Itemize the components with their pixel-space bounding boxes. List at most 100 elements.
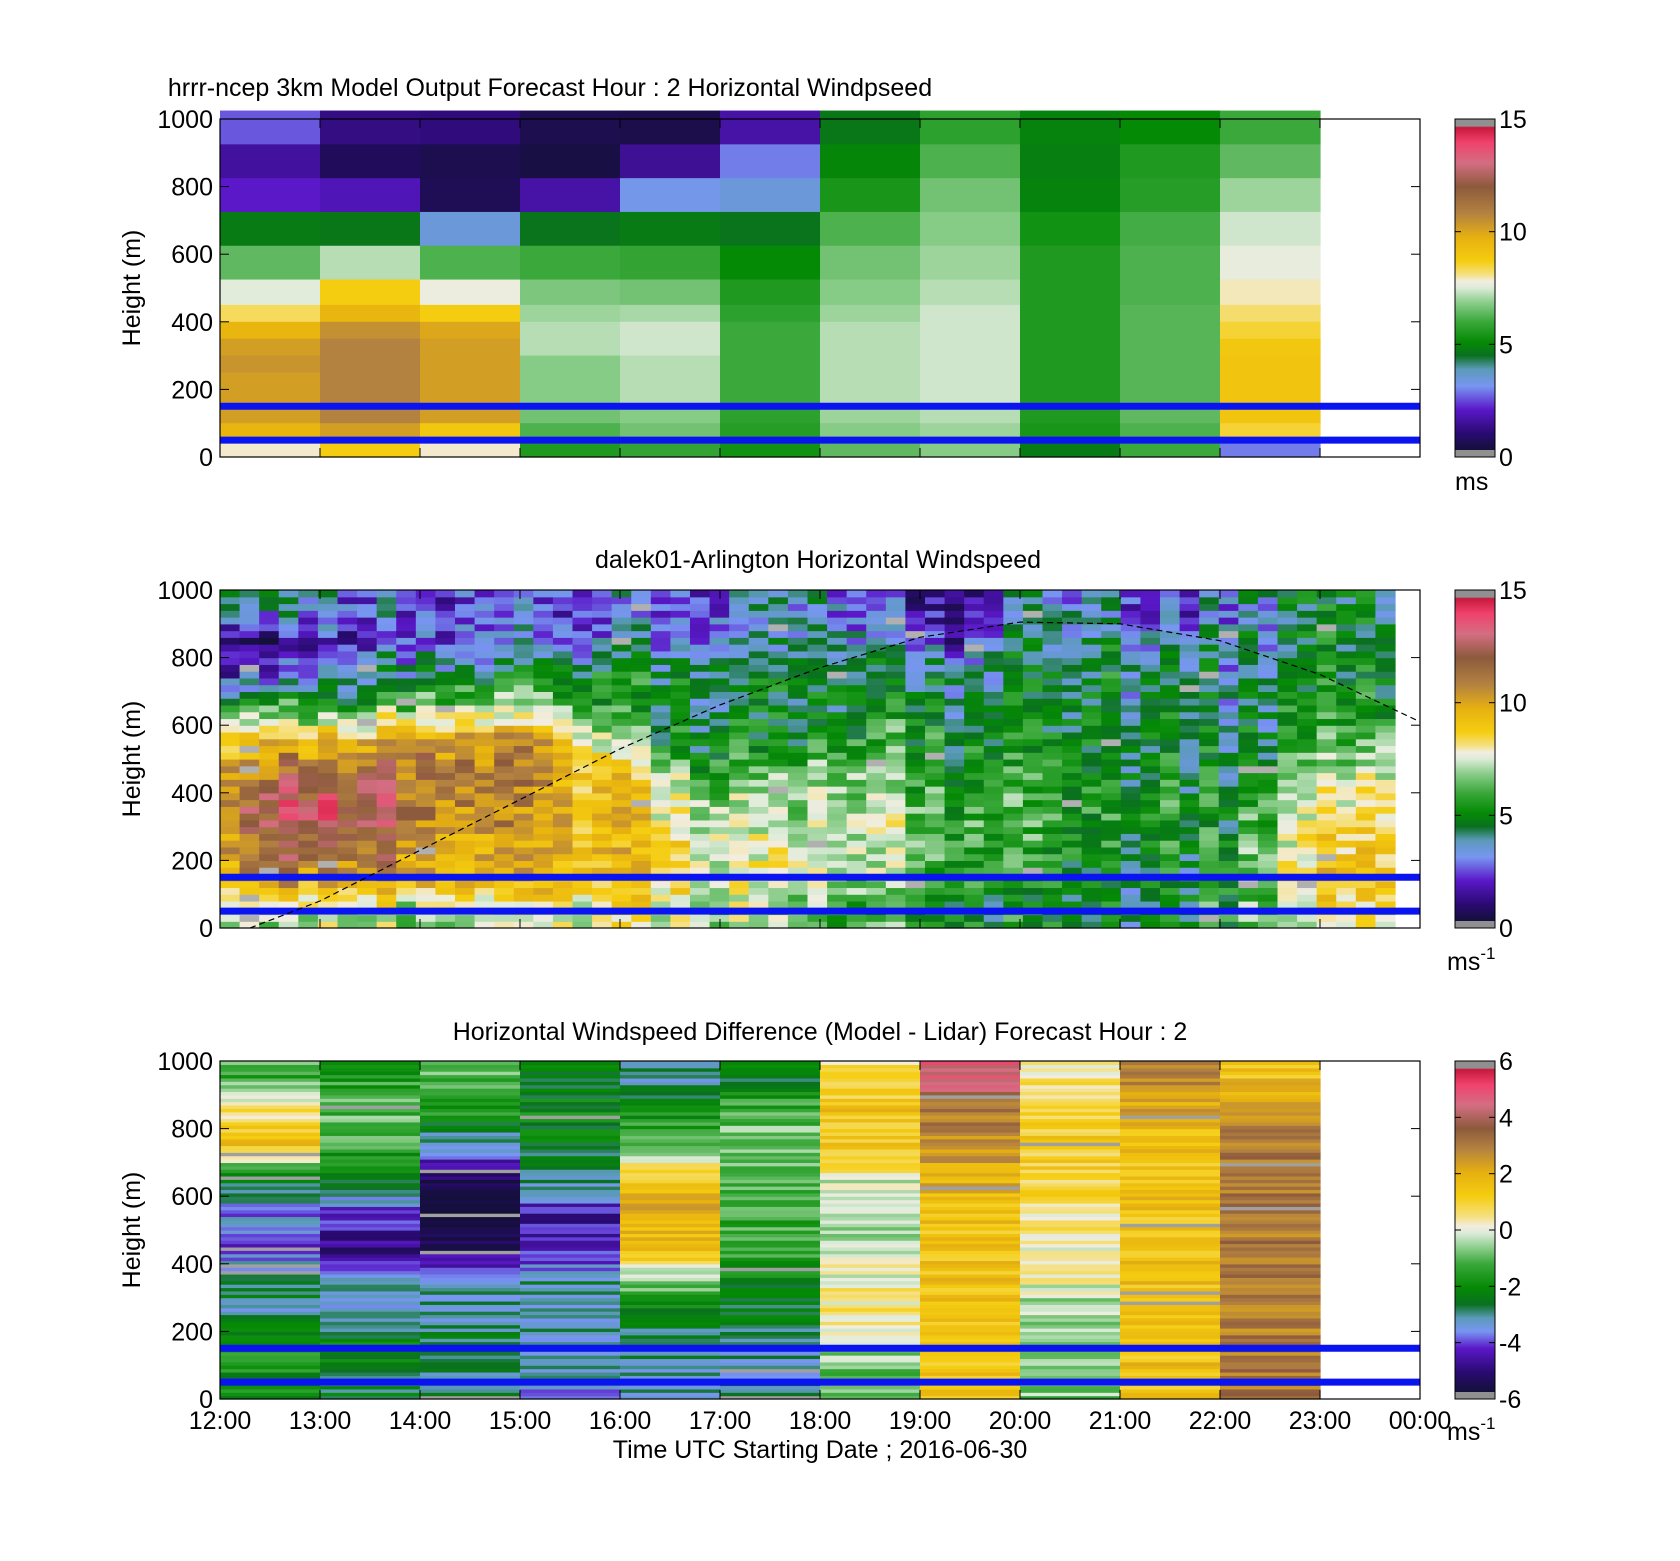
heatmap-cell (866, 644, 887, 652)
heatmap-cell (820, 1175, 921, 1180)
heatmap-cell (670, 671, 691, 679)
heatmap-cell (420, 1108, 521, 1113)
heatmap-cell (720, 1240, 821, 1245)
heatmap-cell (920, 1375, 1021, 1380)
heatmap-cell (620, 1219, 721, 1224)
heatmap-cell (1120, 819, 1142, 828)
heatmap-cell (317, 826, 339, 834)
heatmap-cell (620, 1223, 721, 1228)
heatmap-cell (690, 725, 711, 733)
heatmap-cell (983, 806, 1004, 814)
heatmap-cell (1257, 630, 1279, 638)
heatmap-cell (720, 1209, 821, 1214)
heatmap-cell (1042, 596, 1063, 605)
heatmap-cell (1101, 657, 1122, 665)
heatmap-cell (1220, 1206, 1321, 1211)
heatmap-cell (259, 664, 280, 672)
heatmap-cell (1120, 1067, 1221, 1072)
heatmap-cell (220, 1131, 321, 1136)
heatmap-cell (1199, 657, 1220, 665)
heatmap-cell (709, 894, 730, 902)
heatmap-cell (1042, 630, 1063, 638)
heatmap-cell (866, 900, 887, 909)
heatmap-cell (611, 637, 632, 645)
heatmap-cell (572, 671, 593, 679)
heatmap-cell (1238, 860, 1259, 868)
heatmap-cell (298, 731, 319, 740)
heatmap-cell (420, 1189, 521, 1194)
heatmap-cell (435, 603, 456, 611)
heatmap-cell (1316, 792, 1337, 801)
heatmap-cell (239, 691, 260, 699)
heatmap-cell (720, 1321, 821, 1326)
heatmap-cell (239, 610, 260, 618)
heatmap-cell (820, 1253, 921, 1258)
heatmap-cell (298, 718, 319, 726)
heatmap-cell (1257, 698, 1279, 706)
heatmap-cell (1238, 799, 1259, 807)
heatmap-cell (259, 752, 280, 760)
heatmap-cell (520, 1088, 621, 1093)
heatmap-cell (220, 704, 241, 713)
heatmap-cell (220, 1213, 321, 1218)
heatmap-cell (925, 806, 946, 814)
heatmap-cell (415, 786, 437, 794)
heatmap-cell (748, 799, 769, 807)
heatmap-cell (1003, 846, 1024, 855)
heatmap-cell (572, 819, 593, 828)
heatmap-cell (1042, 759, 1063, 767)
heatmap-cell (220, 1314, 321, 1319)
heatmap-cell (1020, 372, 1121, 390)
heatmap-cell (1022, 677, 1044, 686)
overlay-layer (220, 402, 1420, 444)
heatmap-cell (320, 1371, 421, 1376)
heatmap-cell (1199, 894, 1220, 902)
heatmap-cell (827, 779, 848, 787)
heatmap-cell (1020, 211, 1121, 247)
heatmap-cell (420, 1084, 521, 1089)
heatmap-cell (1022, 657, 1044, 665)
heatmap-cell (259, 867, 280, 875)
heatmap-cell (357, 623, 378, 632)
heatmap-cell (827, 664, 848, 672)
heatmap-cell (455, 806, 476, 814)
heatmap-cell (494, 914, 515, 922)
heatmap-cell (787, 860, 809, 868)
heatmap-cell (415, 657, 437, 665)
heatmap-cell (357, 867, 378, 875)
heatmap-cell (455, 704, 476, 713)
heatmap-cell (1355, 765, 1377, 774)
heatmap-cell (278, 738, 299, 747)
heatmap-cell (320, 1206, 421, 1211)
heatmap-cell (572, 799, 593, 807)
heatmap-cell (396, 786, 417, 794)
heatmap-cell (1101, 698, 1122, 706)
heatmap-cell (820, 1067, 921, 1072)
heatmap-cell (611, 603, 632, 611)
heatmap-cell (807, 914, 828, 922)
heatmap-cell (1120, 1125, 1221, 1130)
heatmap-cell (807, 738, 828, 747)
heatmap-cell (520, 1064, 621, 1069)
heatmap-cell (1297, 772, 1318, 780)
heatmap-cell (278, 664, 299, 672)
heatmap-cell (1120, 684, 1142, 692)
heatmap-cell (1101, 617, 1122, 625)
heatmap-cell (1179, 786, 1200, 794)
heatmap-cell (474, 745, 495, 753)
heatmap-cell (620, 1145, 721, 1150)
heatmap-cell (320, 1355, 421, 1360)
heatmap-cell (1199, 731, 1220, 740)
heatmap-cell (415, 725, 437, 733)
heatmap-cell (631, 819, 652, 828)
heatmap-cell (337, 840, 358, 848)
heatmap-cell (1022, 799, 1044, 807)
heatmap-cell (220, 887, 241, 895)
heatmap-cell (572, 867, 593, 875)
heatmap-cell (720, 1257, 821, 1262)
colorbar-units: ms (1455, 468, 1488, 496)
heatmap-cell (455, 711, 476, 720)
heatmap-cell (259, 725, 280, 733)
heatmap-cell (768, 833, 789, 841)
colorbar-tick-label: 6 (1499, 1048, 1513, 1076)
